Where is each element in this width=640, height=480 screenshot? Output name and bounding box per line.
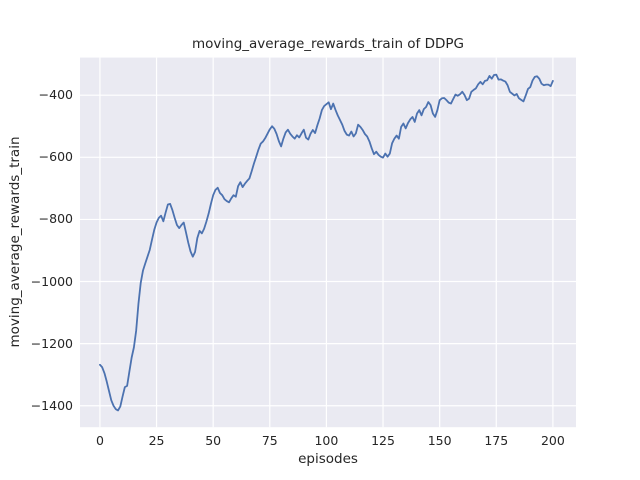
x-tick-label: 175 <box>484 433 509 448</box>
y-tick-label: −1400 <box>30 397 73 413</box>
plot-background <box>80 57 576 428</box>
x-axis-label: episodes <box>298 451 358 467</box>
x-tick-label: 125 <box>371 433 395 448</box>
series-line <box>99 73 554 412</box>
y-tick-label: −1000 <box>30 273 73 289</box>
chart-title: moving_average_rewards_train of DDPG <box>192 36 464 52</box>
x-tick-label: 100 <box>314 433 339 448</box>
x-tick-label: 0 <box>95 433 104 448</box>
x-tick-label: 25 <box>148 433 165 448</box>
y-tick-label: −600 <box>38 149 73 165</box>
y-tick-label: −400 <box>38 87 73 103</box>
y-tick-label: −1200 <box>30 335 73 351</box>
x-tick-label: 150 <box>427 433 452 448</box>
x-tick-label: 75 <box>261 433 278 448</box>
x-tick-label: 50 <box>205 433 222 448</box>
y-axis-label: moving_average_rewards_train <box>7 136 23 348</box>
y-tick-label: −800 <box>38 211 73 227</box>
x-tick-label: 200 <box>540 433 565 448</box>
